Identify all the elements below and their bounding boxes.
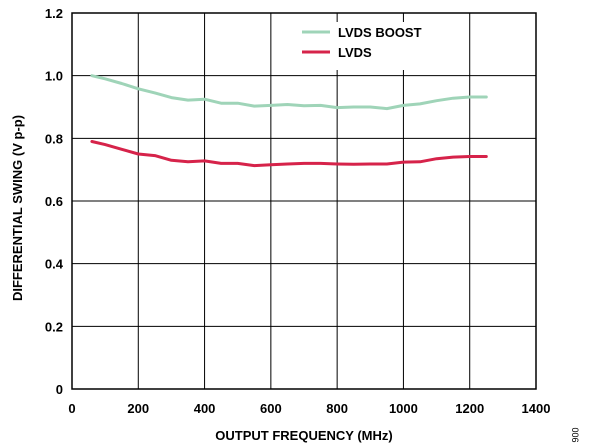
x-tick-label: 800: [326, 401, 348, 416]
x-tick-label: 1400: [522, 401, 551, 416]
x-tick-label: 600: [260, 401, 282, 416]
y-tick-label: 0.8: [45, 131, 63, 146]
x-tick-label: 1000: [389, 401, 418, 416]
y-tick-label: 0: [56, 382, 63, 397]
grid: [71, 12, 537, 390]
x-tick-labels: 0 200 400 600 800 1000 1200 1400: [68, 401, 550, 416]
x-tick-label: 1200: [455, 401, 484, 416]
legend-label: LVDS BOOST: [338, 25, 422, 40]
plot-frame: [71, 12, 537, 390]
x-axis-title: OUTPUT FREQUENCY (MHz): [215, 428, 392, 443]
y-tick-label: 1.2: [45, 6, 63, 21]
y-tick-label: 0.2: [45, 319, 63, 334]
legend-label: LVDS: [338, 45, 372, 60]
y-tick-label: 1.0: [45, 69, 63, 84]
y-tick-labels: 0 0.2 0.4 0.6 0.8 1.0 1.2: [45, 6, 64, 397]
figure-id: 006: [570, 427, 580, 442]
y-tick-label: 0.4: [45, 257, 64, 272]
series-line-lvds: [90, 140, 488, 168]
y-tick-label: 0.6: [45, 194, 63, 209]
y-axis-title: DIFFERENTIAL SWING (V p-p): [10, 115, 25, 301]
x-tick-label: 0: [68, 401, 75, 416]
x-tick-label: 400: [194, 401, 216, 416]
x-tick-label: 200: [127, 401, 149, 416]
legend: LVDS BOOST LVDS: [302, 25, 422, 60]
series-lines: [90, 74, 488, 168]
legend-background: [296, 22, 446, 70]
series-line-lvds-boost: [90, 74, 488, 111]
